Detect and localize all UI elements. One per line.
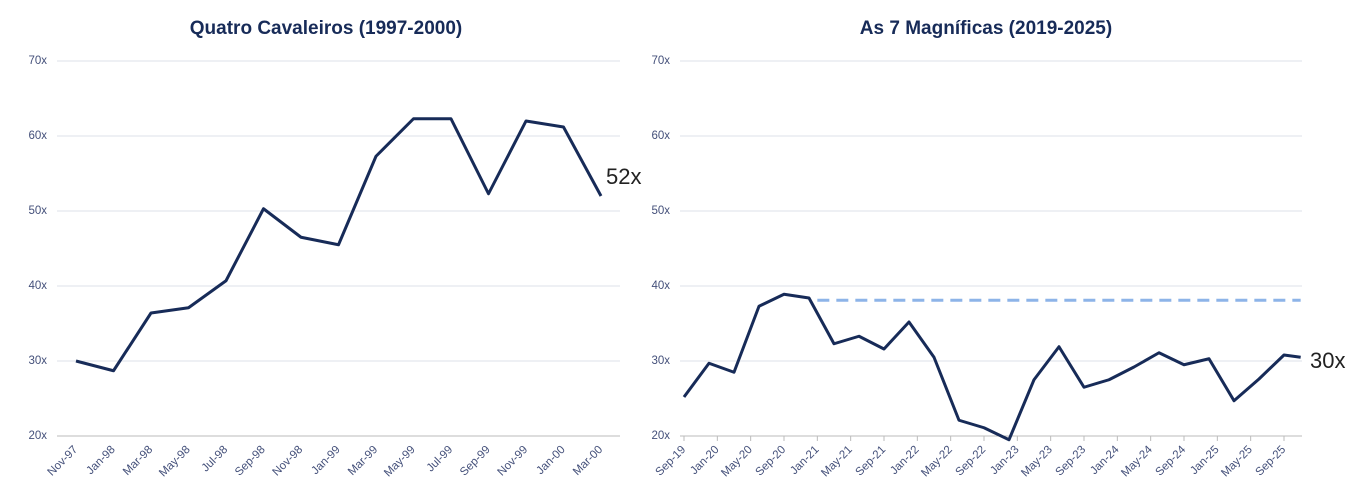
x-tick-label: Jan-25	[1188, 444, 1221, 477]
x-tick-label: May-20	[719, 444, 755, 480]
x-tick-label: Jan-99	[309, 444, 342, 477]
y-tick-label: 70x	[651, 55, 670, 67]
x-tick-label: Jul-99	[425, 444, 456, 475]
y-tick-label: 30x	[28, 355, 47, 367]
x-tick-label: May-23	[1019, 444, 1055, 480]
x-tick-label: Sep-99	[458, 444, 493, 479]
x-tick-label: May-22	[919, 444, 955, 480]
x-tick-label: Jan-21	[788, 444, 821, 477]
x-tick-label: Jan-98	[84, 444, 117, 477]
y-tick-label: 30x	[651, 355, 670, 367]
y-tick-label: 60x	[651, 130, 670, 142]
y-tick-label: 20x	[651, 430, 670, 442]
chart-title: Quatro Cavaleiros (1997-2000)	[190, 18, 462, 39]
line	[682, 292, 1301, 442]
x-tick-label: Sep-19	[654, 444, 689, 479]
x-tick-label: Sep-98	[233, 444, 268, 479]
x-tick-label: Jan-20	[688, 444, 721, 477]
x-tick-label: May-99	[382, 444, 418, 480]
y-tick-label: 70x	[28, 55, 47, 67]
x-tick-label: Jul-98	[200, 444, 231, 475]
x-tick-label: Mar-98	[121, 444, 155, 478]
y-tick-label: 60x	[28, 130, 47, 142]
x-tick-label: Sep-24	[1154, 443, 1189, 478]
annotation: 30x	[1310, 348, 1345, 373]
x-tick-label: Sep-22	[954, 444, 989, 479]
chart-title: As 7 Magníficas (2019-2025)	[860, 18, 1112, 39]
annotation: 52x	[606, 164, 641, 189]
y-tick-label: 40x	[651, 280, 670, 292]
x-tick-label: Sep-25	[1254, 444, 1289, 479]
x-tick-label: May-98	[157, 444, 193, 480]
x-tick-label: Sep-20	[754, 444, 789, 479]
x-tick-label: Nov-97	[46, 444, 81, 479]
x-tick-label: Sep-21	[854, 444, 889, 479]
x-tick-label: Jan-24	[1088, 443, 1122, 477]
x-tick-label: Jan-23	[988, 444, 1021, 477]
x-tick-label: Nov-99	[496, 444, 531, 479]
line	[75, 117, 603, 373]
y-tick-label: 50x	[28, 205, 47, 217]
x-tick-label: Jan-22	[888, 444, 921, 477]
x-tick-label: May-21	[819, 444, 855, 480]
x-tick-label: Mar-99	[346, 444, 380, 478]
x-tick-label: Jan-00	[534, 444, 567, 477]
x-tick-label: Nov-98	[271, 444, 306, 479]
x-tick-label: May-25	[1219, 444, 1255, 480]
y-tick-label: 20x	[28, 430, 47, 442]
x-tick-label: May-24	[1119, 443, 1155, 479]
x-tick-label: Mar-00	[571, 444, 605, 478]
x-tick-label: Sep-23	[1054, 444, 1089, 479]
y-tick-label: 50x	[651, 205, 670, 217]
y-tick-label: 40x	[28, 280, 47, 292]
